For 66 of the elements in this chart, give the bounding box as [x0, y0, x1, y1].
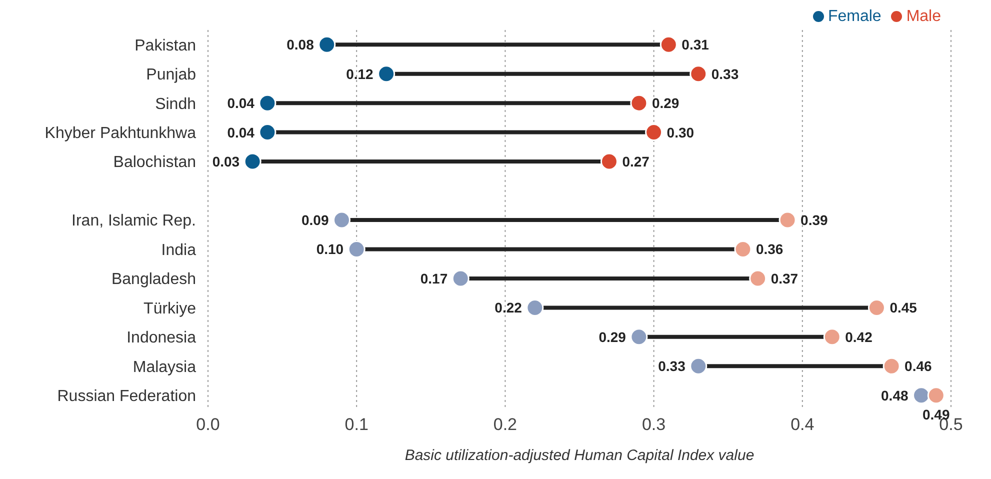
point	[526, 298, 544, 316]
data-label: 0.36	[756, 241, 784, 258]
y-tick-label: Malaysia	[132, 358, 196, 376]
point	[630, 328, 648, 346]
point	[332, 211, 350, 229]
data-label: 0.39	[800, 212, 828, 228]
point	[630, 94, 648, 112]
point	[734, 240, 752, 258]
y-tick-label: Türkiye	[144, 300, 196, 318]
y-tick-label: Bangladesh	[111, 271, 196, 288]
data-label: 0.37	[770, 270, 798, 286]
point	[660, 36, 678, 54]
y-tick-label: Iran, Islamic Rep.	[72, 212, 196, 230]
data-label: 0.22	[494, 300, 522, 316]
y-tick-label: Balochistan	[113, 154, 196, 172]
data-label: 0.29	[598, 328, 626, 345]
point	[778, 211, 796, 229]
data-label: 0.12	[346, 66, 374, 82]
data-label: 0.29	[652, 95, 680, 112]
data-label: 0.42	[845, 328, 873, 345]
y-tick-label: Sindh	[155, 96, 196, 113]
x-axis-title: Basic utilization-adjusted Human Capital Index value	[404, 447, 754, 464]
data-label: 0.03	[212, 154, 240, 170]
point	[645, 124, 663, 142]
point	[690, 65, 708, 83]
point	[868, 298, 886, 316]
point	[348, 240, 366, 258]
data-label: 0.30	[666, 124, 694, 140]
point	[749, 270, 767, 288]
legend-label: Female	[828, 8, 882, 25]
data-label: 0.04	[227, 124, 255, 140]
data-label: 0.46	[904, 358, 932, 374]
data-label: 0.31	[682, 36, 710, 53]
point	[452, 270, 470, 288]
x-tick-label: 0.0	[196, 415, 220, 434]
y-tick-label: Indonesia	[126, 330, 196, 347]
y-tick-label: Punjab	[146, 66, 196, 84]
point	[823, 328, 841, 346]
point	[378, 65, 396, 83]
data-label: 0.33	[711, 66, 739, 82]
legend-label: Male	[906, 8, 941, 25]
data-label: 0.10	[316, 241, 344, 258]
data-label: 0.45	[890, 300, 918, 316]
x-tick-label: 0.3	[642, 415, 666, 434]
data-label: 0.33	[658, 358, 686, 374]
data-label: 0.48	[881, 387, 908, 404]
data-label: 0.17	[420, 270, 448, 286]
data-label: 0.27	[622, 154, 650, 170]
point	[600, 152, 618, 170]
point	[927, 386, 945, 404]
data-label: 0.04	[227, 95, 255, 112]
y-tick-label: Russian Federation	[57, 388, 196, 406]
x-tick-label: 0.1	[344, 415, 368, 434]
point	[258, 94, 276, 112]
y-tick-label: Khyber Pakhtunkhwa	[44, 124, 196, 142]
y-tick-label: India	[161, 242, 196, 259]
x-tick-label: 0.2	[493, 415, 518, 434]
data-label: 0.08	[286, 36, 314, 53]
point	[690, 357, 708, 375]
point	[882, 357, 900, 375]
point	[318, 36, 336, 54]
x-tick-label: 0.4	[790, 415, 814, 434]
point	[258, 124, 276, 142]
data-label: 0.09	[301, 212, 329, 228]
y-tick-label: Pakistan	[134, 37, 196, 54]
point	[244, 152, 262, 170]
